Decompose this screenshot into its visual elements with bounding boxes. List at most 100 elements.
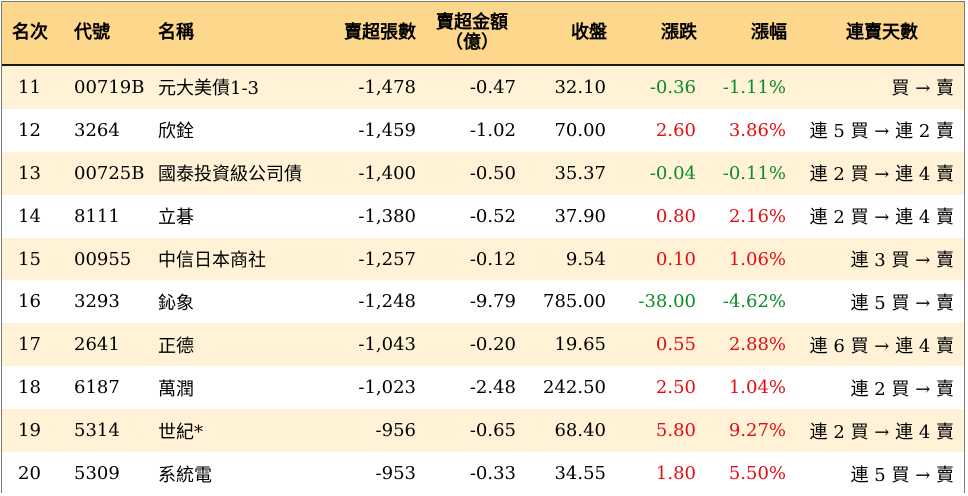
cell-change: 2.50 [655, 377, 696, 399]
cell-streak: 連 2 買 → 賣 [850, 378, 954, 400]
cell-close: 32.10 [554, 76, 606, 98]
cell-net-sell-amount: -0.20 [469, 334, 516, 356]
cell-change: -38.00 [638, 291, 696, 313]
cell-close: 70.00 [554, 119, 606, 141]
cell-change: 5.80 [655, 420, 696, 442]
cell-name: 國泰投資級公司債 [158, 164, 302, 186]
cell-net-sell-amount: -9.79 [469, 291, 516, 313]
cell-change: 2.60 [655, 119, 696, 141]
cell-rank: 17 [18, 334, 41, 356]
cell-net-sell-lots: -1,023 [358, 377, 416, 399]
cell-rank: 19 [18, 420, 41, 442]
cell-change: 0.55 [655, 334, 696, 356]
table-row: 15 00955 中信日本商社 -1,257 -0.12 9.54 0.10 1.06% 連 3… [2, 237, 964, 281]
cell-net-sell-amount: -0.50 [469, 162, 516, 184]
cell-close: 68.40 [554, 420, 606, 442]
cell-name: 欣銓 [158, 121, 194, 143]
header-rank: 名次 [12, 22, 48, 43]
cell-net-sell-lots: -953 [375, 463, 416, 485]
cell-streak: 連 3 買 → 賣 [850, 250, 954, 272]
cell-close: 19.65 [554, 334, 606, 356]
cell-streak: 連 5 買 → 賣 [850, 464, 954, 486]
table-row: 12 3264 欣銓 -1,459 -1.02 70.00 2.60 3.86% 連 5 買 →… [2, 108, 964, 152]
cell-change: 1.80 [655, 463, 696, 485]
cell-name: 元大美債1-3 [158, 78, 259, 100]
cell-net-sell-lots: -1,257 [358, 248, 416, 270]
cell-rank: 16 [18, 291, 41, 313]
cell-net-sell-lots: -1,400 [358, 162, 416, 184]
cell-change: -0.36 [649, 76, 696, 98]
cell-streak: 連 2 買 → 連 4 賣 [809, 207, 954, 229]
cell-rank: 13 [18, 162, 41, 184]
cell-net-sell-amount: -1.02 [469, 119, 516, 141]
cell-name: 立碁 [158, 207, 194, 229]
header-divider [2, 64, 964, 66]
cell-streak: 買 → 賣 [891, 78, 954, 100]
cell-streak: 連 5 買 → 賣 [850, 292, 954, 314]
cell-change-pct: 9.27% [728, 420, 786, 442]
cell-rank: 12 [18, 119, 41, 141]
table-row: 19 5314 世紀* -956 -0.65 68.40 5.80 9.27% 連 2 買 → … [2, 409, 964, 453]
cell-name: 萬潤 [158, 378, 194, 400]
cell-net-sell-lots: -1,459 [358, 119, 416, 141]
cell-close: 9.54 [565, 248, 606, 270]
table-row: 13 00725B 國泰投資級公司債 -1,400 -0.50 35.37 -0.04 -0.… [2, 151, 964, 195]
cell-name: 鈊象 [158, 292, 194, 314]
cell-change: -0.04 [649, 162, 696, 184]
cell-net-sell-amount: -0.65 [469, 420, 516, 442]
header-net-sell-amount: 賣超金額 （億） [432, 2, 512, 64]
cell-change-pct: 3.86% [728, 119, 786, 141]
cell-code: 3264 [74, 119, 120, 141]
table-row: 20 5309 系統電 -953 -0.33 34.55 1.80 5.50% 連 5 買 → … [2, 452, 964, 495]
table-row: 16 3293 鈊象 -1,248 -9.79 785.00 -38.00 -4.62% 連 5… [2, 280, 964, 324]
cell-change-pct: -1.11% [722, 76, 786, 98]
cell-code: 3293 [74, 291, 120, 313]
cell-rank: 11 [18, 76, 41, 98]
cell-streak: 連 2 買 → 連 4 賣 [809, 421, 954, 443]
header-change-pct: 漲幅 [751, 22, 787, 43]
header-net-sell-amount-line1: 賣超金額 [436, 12, 508, 33]
header-net-sell-amount-line2: （億） [445, 32, 499, 53]
cell-code: 2641 [74, 334, 120, 356]
header-name: 名稱 [158, 22, 194, 43]
cell-code: 6187 [74, 377, 120, 399]
cell-code: 5314 [74, 420, 120, 442]
cell-net-sell-amount: -2.48 [469, 377, 516, 399]
cell-net-sell-lots: -1,043 [358, 334, 416, 356]
cell-close: 37.90 [554, 205, 606, 227]
cell-net-sell-amount: -0.33 [469, 463, 516, 485]
cell-close: 34.55 [554, 463, 606, 485]
cell-net-sell-lots: -1,478 [358, 76, 416, 98]
cell-code: 5309 [74, 463, 120, 485]
cell-streak: 連 5 買 → 連 2 賣 [809, 121, 954, 143]
cell-change-pct: 1.04% [728, 377, 786, 399]
cell-code: 00725B [74, 162, 145, 184]
cell-rank: 14 [18, 205, 41, 227]
cell-streak: 連 6 買 → 連 4 賣 [809, 335, 954, 357]
table-header-row: 名次 代號 名稱 賣超張數 賣超金額 （億） 收盤 漲跌 漲幅 連賣天數 [2, 2, 964, 64]
cell-change-pct: 5.50% [728, 463, 786, 485]
cell-name: 中信日本商社 [158, 250, 266, 272]
header-code: 代號 [74, 22, 110, 43]
cell-change-pct: 1.06% [728, 248, 786, 270]
cell-close: 35.37 [554, 162, 606, 184]
header-net-sell-lots: 賣超張數 [344, 22, 416, 43]
cell-change: 0.10 [655, 248, 696, 270]
table-row: 14 8111 立碁 -1,380 -0.52 37.90 0.80 2.16% 連 2 買 →… [2, 194, 964, 238]
table-row: 18 6187 萬潤 -1,023 -2.48 242.50 2.50 1.04% 連 2 買 … [2, 366, 964, 410]
cell-change: 0.80 [655, 205, 696, 227]
cell-code: 00719B [74, 76, 145, 98]
cell-net-sell-lots: -1,248 [358, 291, 416, 313]
cell-change-pct: 2.16% [728, 205, 786, 227]
cell-close: 785.00 [543, 291, 606, 313]
header-change: 漲跌 [661, 22, 697, 43]
cell-code: 00955 [74, 248, 132, 270]
header-streak: 連賣天數 [846, 22, 918, 43]
cell-name: 系統電 [158, 464, 212, 486]
cell-change-pct: -4.62% [722, 291, 786, 313]
cell-net-sell-amount: -0.12 [469, 248, 516, 270]
cell-net-sell-lots: -956 [375, 420, 416, 442]
header-close: 收盤 [571, 22, 607, 43]
cell-change-pct: 2.88% [728, 334, 786, 356]
